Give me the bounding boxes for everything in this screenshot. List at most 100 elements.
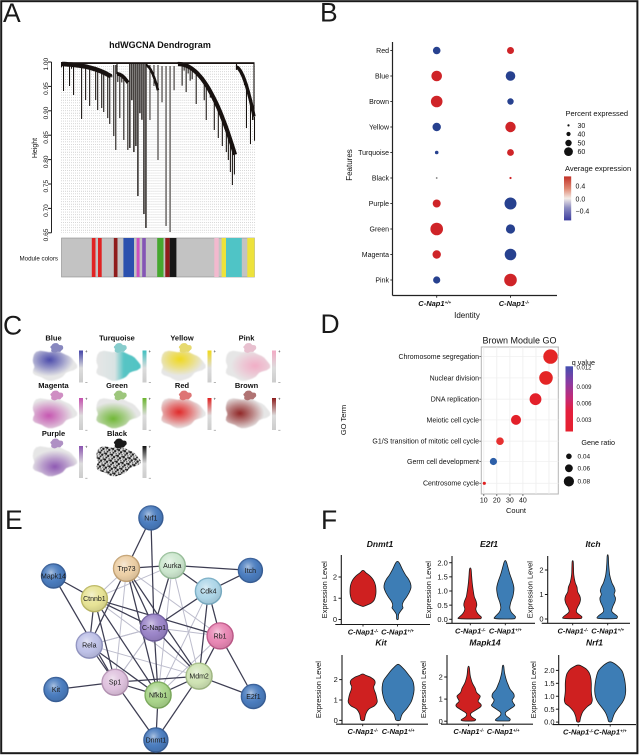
svg-text:Expression Level: Expression Level [526, 561, 535, 618]
svg-text:Brown: Brown [235, 381, 259, 390]
svg-text:−: − [149, 476, 152, 481]
svg-text:Yellow: Yellow [369, 124, 390, 131]
svg-text:Itch: Itch [585, 539, 600, 549]
svg-text:0.85: 0.85 [43, 131, 50, 144]
svg-text:E2f1: E2f1 [480, 539, 498, 549]
svg-text:60: 60 [578, 149, 586, 156]
svg-text:Rb1: Rb1 [214, 633, 227, 640]
svg-text:Pink: Pink [375, 277, 389, 284]
svg-text:−: − [214, 428, 217, 433]
svg-text:Kit: Kit [52, 687, 60, 694]
svg-text:0.4: 0.4 [576, 184, 586, 191]
svg-text:Germ cell development: Germ cell development [407, 459, 479, 466]
svg-text:D: D [321, 309, 340, 339]
svg-text:Brown: Brown [369, 99, 389, 106]
svg-text:0.012: 0.012 [577, 365, 593, 371]
svg-text:0: 0 [334, 716, 338, 725]
svg-text:40: 40 [578, 131, 586, 138]
svg-text:0: 0 [333, 615, 337, 624]
svg-text:+: + [278, 349, 281, 354]
svg-text:Height: Height [32, 138, 39, 158]
svg-text:Turquoise: Turquoise [99, 334, 135, 343]
svg-text:1: 1 [539, 590, 543, 599]
svg-text:1.5: 1.5 [544, 679, 554, 688]
svg-text:Mapk14: Mapk14 [41, 573, 66, 580]
svg-text:+: + [85, 445, 88, 450]
svg-text:Purple: Purple [369, 201, 389, 208]
svg-text:Expression Level: Expression Level [529, 661, 538, 718]
svg-text:−: − [278, 428, 281, 433]
svg-text:Centrosome cycle: Centrosome cycle [423, 481, 479, 488]
svg-text:Percent expressed: Percent expressed [566, 109, 629, 118]
svg-text:Kit: Kit [375, 638, 388, 648]
svg-text:2: 2 [334, 675, 338, 684]
svg-text:Ctnnb1: Ctnnb1 [83, 596, 106, 603]
svg-text:+: + [149, 445, 152, 450]
svg-text:Black: Black [372, 175, 390, 182]
svg-text:C-Nap1+/+: C-Nap1+/+ [381, 628, 414, 637]
svg-text:0: 0 [539, 615, 543, 624]
svg-text:+: + [149, 397, 152, 402]
svg-text:1: 1 [439, 695, 443, 704]
svg-text:50: 50 [578, 140, 586, 147]
svg-text:−: − [149, 380, 152, 385]
svg-text:C-Nap1+/+: C-Nap1+/+ [418, 299, 451, 308]
svg-text:C-Nap1-/-: C-Nap1-/- [455, 626, 486, 635]
svg-text:GO Term: GO Term [339, 405, 348, 435]
svg-text:0.08: 0.08 [578, 479, 591, 486]
svg-text:0.5: 0.5 [544, 705, 554, 714]
svg-text:Chromosome segregation: Chromosome segregation [398, 354, 479, 361]
svg-text:2.0: 2.0 [437, 558, 447, 567]
svg-text:0.5: 0.5 [437, 601, 447, 610]
svg-text:C-Nap1: C-Nap1 [142, 625, 166, 632]
svg-text:Magenta: Magenta [38, 381, 69, 390]
svg-text:Purple: Purple [42, 429, 65, 438]
svg-text:0.06: 0.06 [578, 466, 591, 473]
svg-text:2: 2 [539, 566, 543, 575]
svg-text:C-Nap1-/-: C-Nap1-/- [563, 728, 594, 737]
svg-text:Blue: Blue [45, 334, 61, 343]
svg-text:1.0: 1.0 [437, 587, 447, 596]
svg-text:Module colors: Module colors [19, 256, 58, 263]
svg-text:0.75: 0.75 [43, 179, 50, 192]
svg-text:Nuclear division: Nuclear division [430, 375, 480, 382]
svg-text:1: 1 [334, 696, 338, 705]
svg-text:0.65: 0.65 [43, 228, 50, 241]
svg-text:Turquoise: Turquoise [358, 150, 389, 157]
svg-text:40: 40 [519, 498, 527, 505]
svg-text:Expression Level: Expression Level [314, 661, 323, 718]
svg-text:C: C [3, 311, 22, 341]
svg-text:Average expression: Average expression [565, 164, 631, 173]
svg-text:0.04: 0.04 [578, 454, 591, 461]
svg-text:Meiotic cell cycle: Meiotic cell cycle [426, 417, 479, 424]
svg-text:Pink: Pink [239, 334, 256, 343]
svg-text:0.0: 0.0 [437, 615, 447, 624]
svg-text:C-Nap1+/+: C-Nap1+/+ [489, 626, 522, 635]
svg-text:Dnmt1: Dnmt1 [146, 737, 167, 744]
svg-text:−: − [85, 380, 88, 385]
svg-text:+: + [214, 397, 217, 402]
svg-text:C-Nap1+/+: C-Nap1+/+ [594, 728, 627, 737]
svg-text:0.80: 0.80 [43, 155, 50, 168]
svg-text:1.5: 1.5 [437, 572, 447, 581]
svg-text:2.0: 2.0 [544, 666, 554, 675]
svg-text:Sp1: Sp1 [109, 680, 122, 687]
svg-text:2: 2 [333, 573, 337, 582]
svg-text:0.009: 0.009 [577, 385, 593, 391]
svg-text:Cdk4: Cdk4 [200, 589, 216, 596]
svg-text:Red: Red [376, 48, 389, 55]
svg-text:Yellow: Yellow [170, 334, 194, 343]
svg-text:0.006: 0.006 [577, 402, 593, 408]
svg-text:0.70: 0.70 [43, 204, 50, 217]
svg-text:0.003: 0.003 [577, 418, 593, 424]
svg-text:Expression Level: Expression Level [320, 561, 329, 618]
svg-text:Brown Module GO: Brown Module GO [482, 336, 556, 346]
svg-text:Gene ratio: Gene ratio [581, 438, 615, 447]
svg-text:C-Nap1-/-: C-Nap1-/- [499, 299, 530, 308]
svg-text:−0.4: −0.4 [576, 209, 590, 216]
svg-text:1.00: 1.00 [43, 57, 50, 70]
svg-text:C-Nap1-/-: C-Nap1-/- [557, 626, 588, 635]
svg-text:Features: Features [345, 149, 354, 181]
svg-text:Dnmt1: Dnmt1 [367, 539, 394, 549]
svg-text:Nrf1: Nrf1 [144, 515, 157, 522]
